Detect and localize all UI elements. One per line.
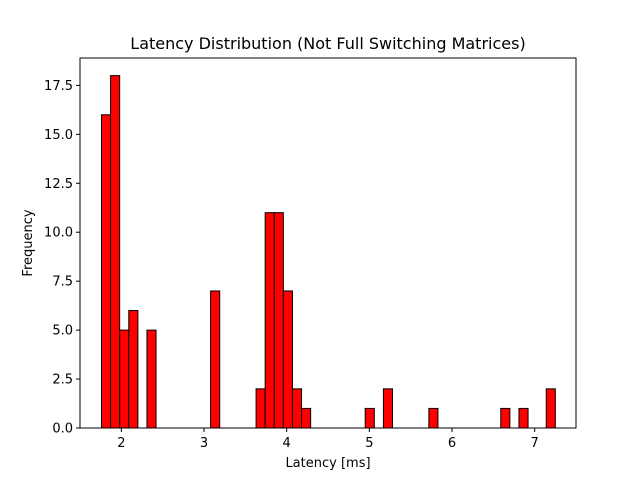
histogram-bar-10	[291, 388, 303, 429]
histogram-bar-13	[382, 388, 393, 429]
histogram-bar-14	[428, 407, 439, 429]
chart-title: Latency Distribution (Not Full Switching…	[130, 34, 525, 53]
histogram-bar-11	[301, 407, 312, 429]
x-tick-label: 2	[117, 436, 125, 451]
histogram-bar-9	[282, 290, 293, 429]
y-tick-label: 7.5	[52, 275, 73, 290]
histogram-bar-7	[264, 212, 275, 429]
x-tick-label: 5	[365, 436, 373, 451]
x-tick-label: 7	[531, 436, 539, 451]
y-axis-ticks: 0.0 2.5 5.0 7.5 10.0 12.5 15.0 17.5	[44, 79, 80, 437]
histogram-bar-17	[545, 388, 556, 429]
histogram-bar-0	[100, 114, 112, 429]
y-tick-label: 0.0	[52, 422, 73, 437]
bars-group	[100, 75, 556, 429]
histogram-bar-5	[210, 290, 221, 429]
histogram-bar-15	[500, 407, 511, 429]
y-axis-label: Frequency	[21, 209, 36, 276]
y-tick-label: 17.5	[44, 79, 73, 94]
x-tick-label: 4	[283, 436, 291, 451]
histogram-bar-1	[110, 75, 121, 429]
y-tick-label: 12.5	[44, 177, 73, 192]
y-tick-label: 15.0	[44, 128, 73, 143]
y-tick-label: 10.0	[44, 226, 73, 241]
x-tick-label: 3	[200, 436, 208, 451]
plot-frame	[79, 57, 577, 429]
histogram-bar-12	[364, 407, 375, 429]
x-axis-label: Latency [ms]	[285, 456, 370, 471]
histogram-bar-6	[255, 388, 266, 429]
y-tick-label: 2.5	[52, 373, 73, 388]
histogram-bar-4	[146, 329, 157, 429]
histogram-bar-3	[128, 310, 139, 429]
histogram-bar-8	[273, 212, 284, 429]
y-tick-label: 5.0	[52, 324, 73, 339]
histogram-bar-16	[518, 407, 529, 429]
histogram-bar-2	[119, 329, 130, 429]
x-axis-ticks: 2 3 4 5 6 7	[117, 428, 539, 451]
x-tick-label: 6	[448, 436, 456, 451]
